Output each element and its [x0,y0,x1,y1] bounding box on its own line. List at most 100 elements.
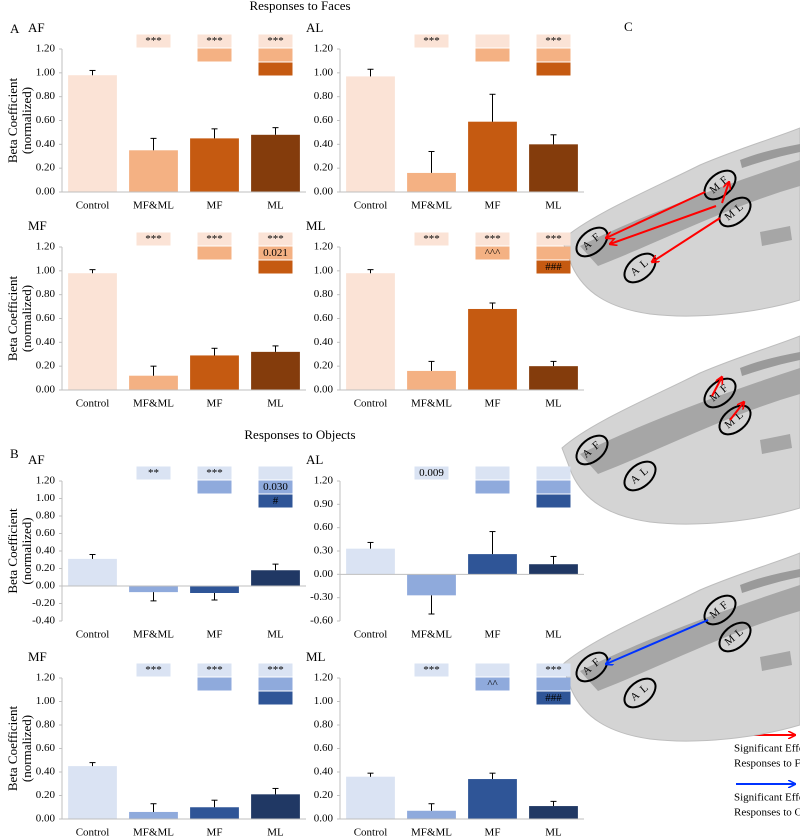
chart-title: MF [28,218,47,233]
bar [346,273,395,390]
y-tick-label: 0.60 [36,742,56,754]
y-tick-label: 1.20 [314,672,334,684]
y-tick-label: 0.20 [314,162,334,174]
significance-box [475,663,510,677]
region-ellipse [718,196,752,228]
significance-box [414,663,449,677]
y-tick-label: -0.30 [310,591,333,603]
y-tick-label: 0.40 [314,766,334,778]
bar [251,351,300,390]
significance-box [258,691,293,705]
y-tick-label: 0.60 [314,742,334,754]
x-tick-label: Control [354,398,388,410]
significance-box [536,232,571,246]
y-tick-label: 1.20 [36,43,56,55]
significance-label: *** [206,35,223,47]
significance-label: *** [206,467,223,479]
region-ellipse [703,377,737,409]
region-ellipse [575,434,609,466]
effect-arrow [610,205,717,244]
bar [529,806,578,819]
bar [346,76,395,192]
significance-box [414,34,449,48]
bar [129,811,178,819]
bar [529,366,578,390]
significance-label: # [273,495,279,507]
region-ellipse [623,460,657,492]
significance-box [475,677,510,691]
bar [190,586,239,593]
x-tick-label: MF&ML [411,629,452,641]
bar [68,273,117,390]
y-tick-label: 1.20 [36,475,56,487]
bar [68,766,117,819]
legend-text: Significant Effects on [734,743,800,755]
x-tick-label: ML [267,398,284,410]
significance-label: *** [267,233,284,245]
bar [468,779,517,819]
effect-arrow [652,217,721,262]
x-tick-label: MF [485,827,501,836]
significance-box [197,34,232,48]
significance-label: *** [484,233,501,245]
y-axis-label: Beta Coefficient [5,508,20,594]
significance-box [136,232,171,246]
y-tick-label: 1.00 [314,695,334,707]
significance-label: *** [145,35,162,47]
x-tick-label: MF&ML [411,827,452,836]
bar [468,121,517,192]
significance-box [197,48,232,62]
y-tick-label: 0.00 [36,813,56,825]
significance-label: ### [545,692,562,704]
effect-arrow [721,182,729,204]
y-tick-label: 0.00 [314,186,334,198]
section-title: Responses to Faces [249,0,350,13]
region-ellipse [575,226,609,258]
significance-box [475,480,510,494]
x-tick-label: ML [545,398,562,410]
chart-title: AL [306,20,323,35]
x-tick-label: MF&ML [411,200,452,212]
significance-box [536,246,571,260]
y-tick-label: 0.20 [314,789,334,801]
bar [251,134,300,192]
bar [68,558,117,586]
x-tick-label: MF [485,398,501,410]
legend-text: Significant Effects on [734,792,800,804]
y-tick-label: 1.20 [314,241,334,253]
effect-arrow [729,402,744,421]
x-tick-label: Control [354,200,388,212]
x-tick-label: Control [354,827,388,836]
y-tick-label: 1.00 [36,264,56,276]
x-tick-label: ML [545,629,562,641]
significance-box [197,677,232,691]
legend: Significant Effects on Responses to Face… [734,735,800,819]
x-tick-label: MF&ML [133,827,174,836]
y-tick-label: 0.00 [314,568,334,580]
sulcus [760,434,792,454]
significance-box [258,494,293,508]
y-axis-label: (normalized) [19,517,34,584]
y-tick-label: 0.20 [36,360,56,372]
significance-box [536,260,571,274]
significance-label: ^^^ [485,247,501,259]
significance-box [258,246,293,260]
section-title: Responses to Objects [244,427,355,442]
y-tick-label: 0.40 [36,336,56,348]
y-tick-label: 0.80 [36,719,56,731]
effect-arrow [606,619,709,664]
bar [407,172,456,192]
significance-label: *** [145,233,162,245]
panel-label: A [10,21,20,36]
chart-title: AF [28,452,45,467]
x-tick-label: Control [76,827,110,836]
y-tick-label: -0.20 [32,597,55,609]
y-tick-label: 0.20 [36,162,56,174]
bar [407,810,456,819]
x-tick-label: MF [207,827,223,836]
x-tick-label: ML [267,629,284,641]
effect-arrow [711,377,722,397]
